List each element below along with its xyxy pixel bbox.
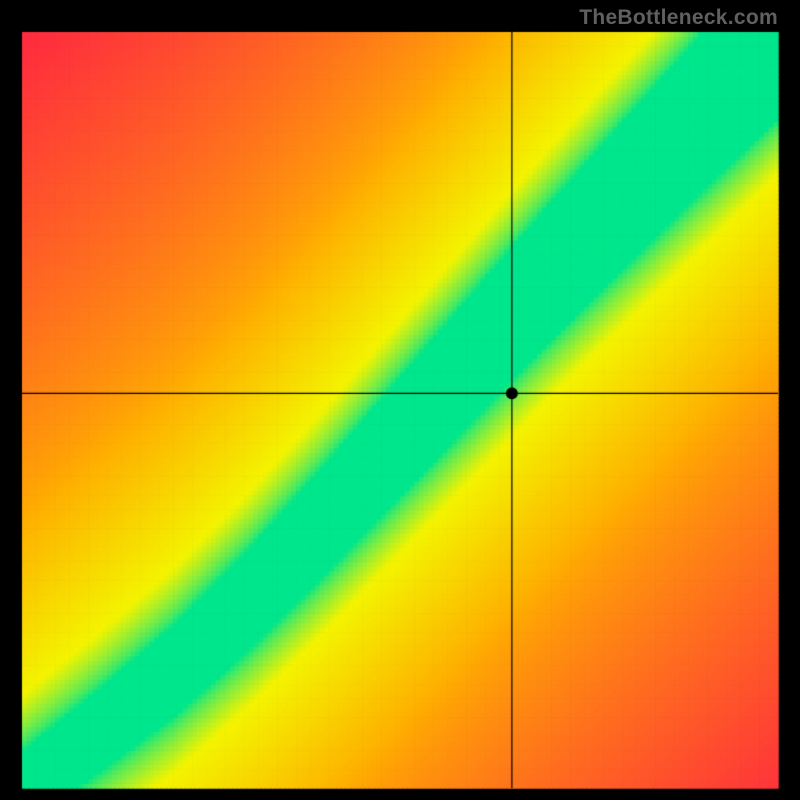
attribution-text: TheBottleneck.com [579, 6, 778, 30]
bottleneck-heatmap [0, 0, 800, 800]
